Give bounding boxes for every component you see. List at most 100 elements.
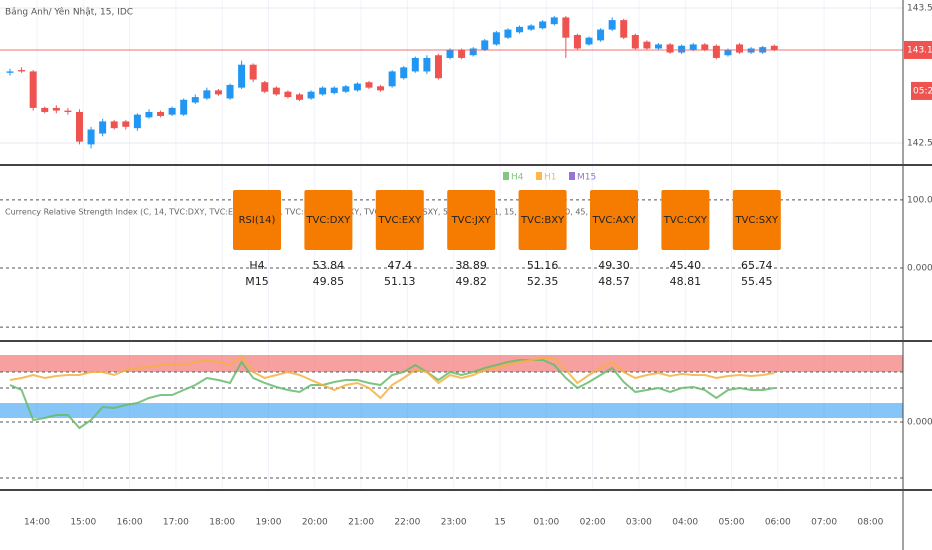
candle-body bbox=[249, 64, 257, 80]
candle-body bbox=[168, 107, 176, 115]
time-label: 15 bbox=[494, 518, 505, 528]
candle-body bbox=[736, 44, 744, 53]
countdown-box bbox=[911, 81, 932, 100]
candle-body bbox=[411, 57, 419, 72]
chart-title: Bảng Anh/ Yên Nhật, 15, IDC bbox=[5, 7, 133, 18]
table-cell: 51.16 bbox=[527, 259, 559, 272]
candle-body bbox=[666, 44, 674, 53]
table-header-cell bbox=[732, 190, 781, 250]
table-cell: 53.84 bbox=[313, 259, 345, 272]
candle-body bbox=[226, 84, 234, 99]
time-label: 22:00 bbox=[394, 518, 420, 528]
table-header-cell bbox=[447, 190, 496, 250]
candle-body bbox=[75, 111, 83, 142]
candle-body bbox=[597, 29, 605, 41]
candle-body bbox=[689, 44, 697, 50]
candle-body bbox=[87, 129, 95, 145]
candle-body bbox=[284, 91, 292, 98]
candle-body bbox=[562, 17, 570, 38]
time-label: 23:00 bbox=[441, 518, 467, 528]
candle-body bbox=[712, 45, 720, 58]
candle-body bbox=[272, 87, 280, 95]
rsi-line bbox=[9, 354, 775, 400]
candle-body bbox=[724, 49, 732, 56]
candle-body bbox=[701, 44, 709, 50]
table-cell: 49.82 bbox=[455, 275, 487, 288]
time-label: 02:00 bbox=[580, 518, 606, 528]
time-label: 18:00 bbox=[209, 518, 235, 528]
candle-body bbox=[307, 91, 315, 99]
time-label: 06:00 bbox=[765, 518, 791, 528]
time-label: 16:00 bbox=[117, 518, 143, 528]
candle-body bbox=[620, 20, 628, 38]
candle-body bbox=[99, 121, 107, 134]
candle-body bbox=[214, 90, 222, 95]
candle-body bbox=[133, 114, 141, 129]
legend-swatch bbox=[503, 172, 509, 180]
time-label: 07:00 bbox=[811, 518, 837, 528]
candle-body bbox=[18, 70, 26, 72]
candle-body bbox=[434, 55, 442, 79]
table-header-cell bbox=[661, 190, 710, 250]
time-label: 20:00 bbox=[302, 518, 328, 528]
candle-body bbox=[747, 48, 755, 53]
table-header-text: RSI(14) bbox=[239, 215, 276, 226]
candle-body bbox=[353, 83, 361, 91]
table-cell: 65.74 bbox=[741, 259, 773, 272]
table-cell: 49.30 bbox=[598, 259, 630, 272]
candle-body bbox=[191, 97, 199, 103]
candle-body bbox=[654, 44, 662, 49]
candle-body bbox=[330, 87, 338, 94]
candle-body bbox=[64, 110, 72, 112]
table-header-text: TVC:CXY bbox=[663, 215, 708, 226]
table-cell: M15 bbox=[245, 275, 269, 288]
candle-body bbox=[29, 71, 37, 108]
table-cell: 38.89 bbox=[455, 259, 487, 272]
candle-body bbox=[458, 49, 466, 58]
band bbox=[0, 403, 903, 418]
candle-body bbox=[157, 111, 165, 117]
time-label: 21:00 bbox=[348, 518, 374, 528]
candle-body bbox=[365, 82, 373, 88]
table-cell: 48.81 bbox=[670, 275, 702, 288]
table-header-cell bbox=[304, 190, 353, 250]
table-cell: 45.40 bbox=[670, 259, 702, 272]
legend-label: H1 bbox=[544, 173, 557, 183]
candle-body bbox=[41, 107, 49, 112]
time-label: 04:00 bbox=[672, 518, 698, 528]
legend-swatch bbox=[569, 172, 575, 180]
rsi-line bbox=[9, 359, 775, 430]
candle-body bbox=[52, 107, 60, 111]
candle-body bbox=[573, 34, 581, 49]
time-label: 05:00 bbox=[719, 518, 745, 528]
table-cell: 47.4 bbox=[388, 259, 413, 272]
table-cell: 48.57 bbox=[598, 275, 630, 288]
table-header-text: TVC:EXY bbox=[378, 215, 422, 226]
candle-body bbox=[203, 90, 211, 99]
table-header-text: TVC:JXY bbox=[451, 215, 492, 226]
candle-body bbox=[770, 45, 778, 50]
candle-body bbox=[400, 67, 408, 79]
time-label: 19:00 bbox=[256, 518, 282, 528]
candle-body bbox=[504, 29, 512, 38]
y-tick-label: 142.500 bbox=[907, 139, 932, 149]
candle-body bbox=[180, 99, 188, 115]
candle-body bbox=[296, 94, 303, 100]
candle-body bbox=[585, 37, 593, 45]
time-label: 14:00 bbox=[24, 518, 50, 528]
table-header-cell bbox=[518, 190, 567, 250]
table-header-text: TVC:BXY bbox=[520, 215, 565, 226]
candle-body bbox=[527, 25, 535, 30]
legend-label: H4 bbox=[511, 173, 524, 183]
y-tick-label: 100.000 bbox=[907, 195, 932, 205]
candle-body bbox=[516, 26, 524, 33]
candle-body bbox=[481, 40, 489, 50]
candle-body bbox=[261, 82, 269, 92]
last-price-box bbox=[904, 40, 932, 59]
table-cell: 49.85 bbox=[313, 275, 345, 288]
candle-body bbox=[319, 87, 327, 95]
candle-body bbox=[643, 41, 651, 49]
candle-body bbox=[122, 121, 130, 127]
